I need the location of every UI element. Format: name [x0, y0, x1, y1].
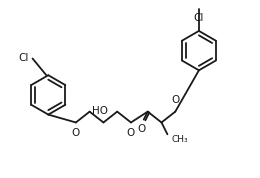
- Text: CH₃: CH₃: [171, 135, 188, 144]
- Text: Cl: Cl: [194, 13, 204, 23]
- Text: HO: HO: [93, 106, 108, 116]
- Text: O: O: [127, 128, 135, 138]
- Text: Cl: Cl: [18, 53, 29, 64]
- Text: O: O: [138, 124, 146, 134]
- Text: O: O: [72, 128, 80, 138]
- Text: O: O: [171, 95, 179, 105]
